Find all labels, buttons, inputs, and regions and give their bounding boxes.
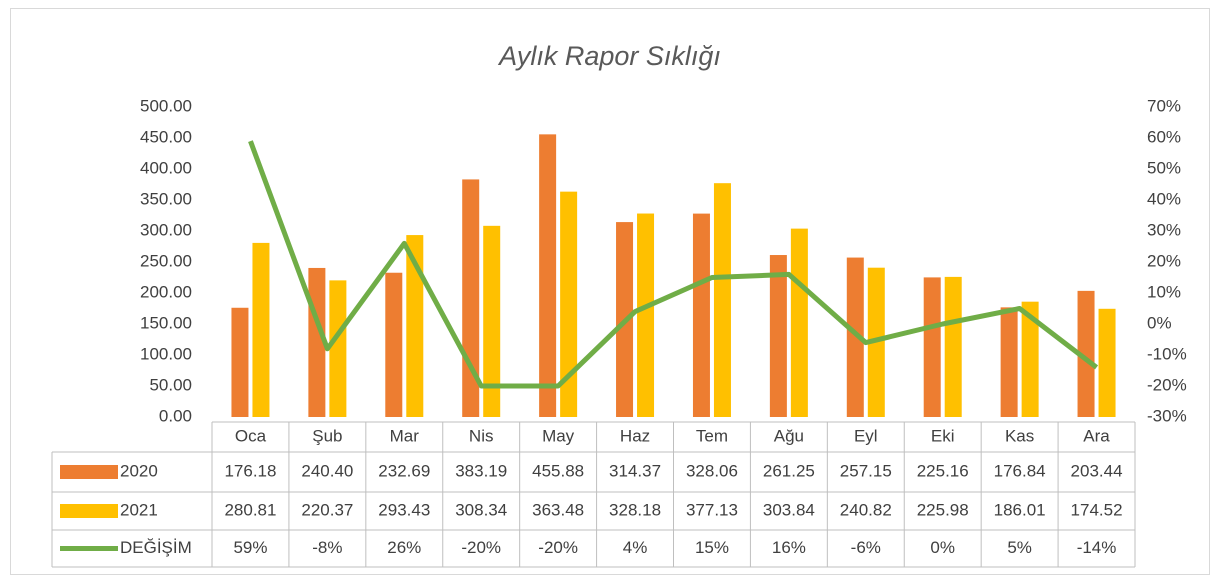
table-value: 328.18 (609, 500, 661, 519)
bar (252, 242, 270, 417)
table-value: 176.84 (994, 461, 1046, 480)
table-value: 225.16 (917, 461, 969, 480)
table-value: 314.37 (609, 461, 661, 480)
y-tick-label: 450.00 (140, 127, 192, 146)
y2-tick-label: 10% (1147, 282, 1181, 301)
table-value: 383.19 (455, 461, 507, 480)
table-value: 308.34 (455, 500, 507, 519)
table-value: 16% (772, 538, 806, 557)
x-tick-label: Eki (931, 426, 955, 445)
table-value: 257.15 (840, 461, 892, 480)
table-value: 293.43 (378, 500, 430, 519)
table-value: -6% (851, 538, 881, 557)
table-value: 26% (387, 538, 421, 557)
x-tick-label: Oca (235, 426, 267, 445)
chart-border (10, 8, 1210, 575)
legend-key (60, 465, 118, 479)
bar (1021, 301, 1039, 417)
bar (1000, 307, 1018, 417)
bar (1077, 290, 1095, 417)
table-value: -20% (461, 538, 501, 557)
bar (790, 228, 808, 417)
y2-tick-label: 60% (1147, 127, 1181, 146)
table-value: 174.52 (1071, 500, 1123, 519)
y-tick-label: 200.00 (140, 282, 192, 301)
bar (769, 255, 787, 417)
y2-tick-label: 20% (1147, 251, 1181, 270)
x-tick-label: May (542, 426, 575, 445)
legend-label: 2020 (120, 461, 158, 480)
x-tick-label: Ağu (774, 426, 804, 445)
bar (713, 183, 731, 417)
x-tick-label: Tem (696, 426, 728, 445)
x-tick-label: Kas (1005, 426, 1034, 445)
table-value: 280.81 (224, 500, 276, 519)
y2-tick-label: 30% (1147, 220, 1181, 239)
table-value: 15% (695, 538, 729, 557)
table-value: 186.01 (994, 500, 1046, 519)
bar (385, 272, 403, 417)
y2-tick-label: -10% (1147, 344, 1187, 363)
table-value: 5% (1007, 538, 1032, 557)
y2-tick-label: 0% (1147, 313, 1172, 332)
table-value: 303.84 (763, 500, 815, 519)
table-value: 455.88 (532, 461, 584, 480)
table-value: 363.48 (532, 500, 584, 519)
y-tick-label: 300.00 (140, 220, 192, 239)
bar (692, 213, 710, 417)
bar (846, 257, 864, 417)
table-value: -20% (538, 538, 578, 557)
x-tick-label: Nis (469, 426, 494, 445)
y-tick-label: 350.00 (140, 189, 192, 208)
table-value: 232.69 (378, 461, 430, 480)
x-tick-label: Haz (620, 426, 650, 445)
bar (329, 280, 347, 417)
bar (231, 307, 249, 417)
bar (637, 213, 655, 417)
table-value: 59% (233, 538, 267, 557)
x-tick-label: Şub (312, 426, 342, 445)
y-tick-label: 250.00 (140, 251, 192, 270)
table-value: 4% (623, 538, 648, 557)
y-tick-label: 150.00 (140, 313, 192, 332)
table-value: 240.82 (840, 500, 892, 519)
table-value: -8% (312, 538, 342, 557)
y2-tick-label: 70% (1147, 96, 1181, 115)
table-value: 377.13 (686, 500, 738, 519)
bar (560, 191, 578, 417)
legend-label: 2021 (120, 500, 158, 519)
bar (923, 277, 941, 417)
y2-tick-label: -30% (1147, 406, 1187, 425)
y2-tick-label: -20% (1147, 375, 1187, 394)
y-tick-label: 0.00 (159, 406, 192, 425)
legend-key (60, 504, 118, 518)
table-value: 261.25 (763, 461, 815, 480)
bar (406, 235, 424, 417)
bar (944, 276, 962, 417)
y-tick-label: 50.00 (149, 375, 192, 394)
y-tick-label: 100.00 (140, 344, 192, 363)
bar (539, 134, 557, 417)
table-value: -14% (1077, 538, 1117, 557)
y-tick-label: 400.00 (140, 158, 192, 177)
table-value: 0% (930, 538, 955, 557)
y2-tick-label: 50% (1147, 158, 1181, 177)
y2-tick-label: 40% (1147, 189, 1181, 208)
table-value: 203.44 (1071, 461, 1123, 480)
chart-title: Aylık Rapor Sıklığı (497, 41, 721, 71)
table-value: 176.18 (224, 461, 276, 480)
legend-label: DEĞİŞİM (120, 538, 192, 557)
table-value: 225.98 (917, 500, 969, 519)
table-value: 328.06 (686, 461, 738, 480)
y-tick-label: 500.00 (140, 96, 192, 115)
line (248, 140, 1099, 389)
table-value: 220.37 (301, 500, 353, 519)
x-tick-label: Ara (1083, 426, 1110, 445)
x-tick-label: Eyl (854, 426, 878, 445)
bar (483, 225, 501, 417)
bar (1098, 308, 1116, 417)
x-tick-label: Mar (390, 426, 420, 445)
table-value: 240.40 (301, 461, 353, 480)
